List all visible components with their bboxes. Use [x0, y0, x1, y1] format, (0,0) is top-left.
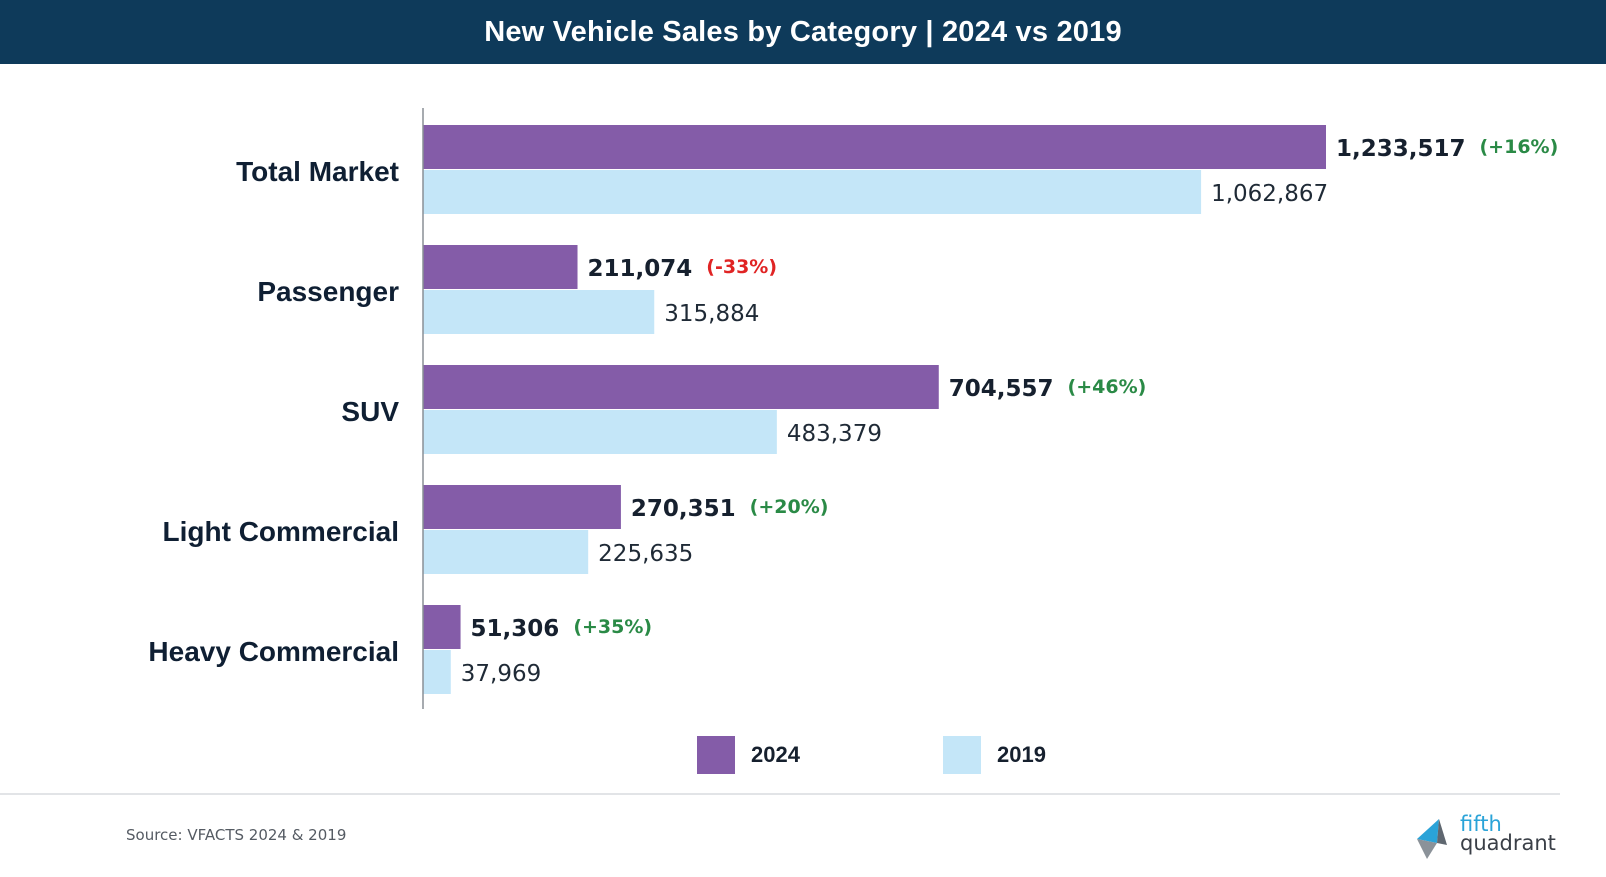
change-label-light-commercial: (+20%)	[750, 496, 829, 518]
legend-label-2024: 2024	[751, 742, 800, 767]
value-label-2024-suv: 704,557	[949, 376, 1054, 402]
category-label-suv: SUV	[341, 396, 399, 427]
source-note: Source: VFACTS 2024 & 2019	[126, 826, 347, 844]
logo-mark-icon	[1417, 819, 1447, 859]
legend-label-2019: 2019	[997, 742, 1046, 767]
logo-text-fifth: fifth	[1460, 812, 1502, 836]
category-label-total-market: Total Market	[236, 156, 399, 187]
bar-2019-light-commercial	[423, 530, 589, 574]
category-label-light-commercial: Light Commercial	[163, 516, 399, 547]
value-label-2019-heavy-commercial: 37,969	[461, 661, 541, 687]
category-label-heavy-commercial: Heavy Commercial	[148, 636, 399, 667]
category-label-passenger: Passenger	[257, 276, 399, 307]
bar-2024-light-commercial	[423, 485, 621, 529]
bar-2019-heavy-commercial	[423, 650, 451, 694]
bar-2019-suv	[423, 410, 777, 454]
bar-2024-suv	[423, 365, 939, 409]
change-label-suv: (+46%)	[1068, 376, 1147, 398]
value-label-2019-total-market: 1,062,867	[1211, 181, 1328, 207]
legend-swatch-2019	[943, 736, 981, 774]
bar-2024-total-market	[423, 125, 1326, 169]
fifth-quadrant-logo: fifth quadrant	[1413, 812, 1556, 861]
value-label-2019-suv: 483,379	[787, 421, 882, 447]
value-label-2019-light-commercial: 225,635	[598, 541, 693, 567]
value-label-2024-total-market: 1,233,517	[1336, 136, 1466, 162]
value-label-2019-passenger: 315,884	[664, 301, 759, 327]
chart-header: New Vehicle Sales by Category | 2024 vs …	[0, 0, 1606, 64]
logo-text-quadrant: quadrant	[1460, 831, 1556, 855]
bar-2019-passenger	[423, 290, 655, 334]
change-label-passenger: (-33%)	[706, 256, 777, 278]
chart-title: New Vehicle Sales by Category | 2024 vs …	[484, 15, 1122, 48]
value-label-2024-light-commercial: 270,351	[631, 496, 736, 522]
footer-divider	[0, 793, 1560, 795]
value-label-2024-heavy-commercial: 51,306	[471, 616, 560, 642]
legend-item-2024: 2024	[697, 736, 800, 774]
legend-swatch-2024	[697, 736, 735, 774]
bar-2024-passenger	[423, 245, 578, 289]
bar-2019-total-market	[423, 170, 1202, 214]
chart-legend: 2024 2019	[0, 736, 1606, 776]
value-label-2024-passenger: 211,074	[588, 256, 693, 282]
bar-chart: Total Market 1,233,517 (+16%) 1,062,867 Pass…	[148, 108, 1559, 709]
legend-item-2019: 2019	[943, 736, 1046, 774]
change-label-heavy-commercial: (+35%)	[573, 616, 652, 638]
bar-2024-heavy-commercial	[423, 605, 461, 649]
change-label-total-market: (+16%)	[1480, 136, 1559, 158]
